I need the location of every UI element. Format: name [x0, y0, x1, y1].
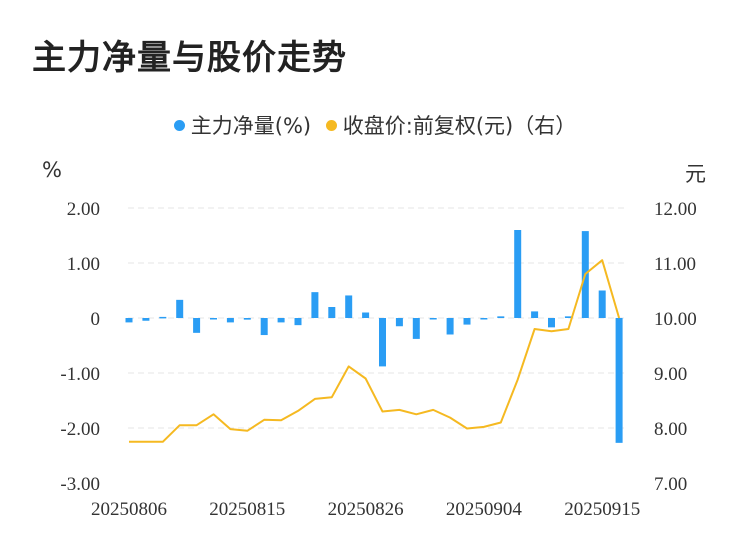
left-tick-label: 0 — [91, 309, 101, 330]
bar — [514, 230, 522, 318]
x-tick-label: 20250815 — [209, 499, 285, 520]
bar — [564, 316, 572, 318]
bar — [193, 318, 201, 333]
left-tick-label: -3.00 — [60, 474, 100, 495]
right-tick-label: 11.00 — [654, 254, 696, 275]
bar — [412, 318, 420, 339]
right-tick-label: 10.00 — [654, 309, 697, 330]
bar — [311, 292, 319, 318]
x-tick-label: 20250915 — [564, 499, 640, 520]
bar — [362, 312, 370, 318]
left-axis-unit: % — [42, 158, 62, 182]
left-tick-label: 1.00 — [67, 254, 100, 275]
bar — [243, 318, 251, 320]
legend-dot-blue — [173, 119, 185, 131]
right-tick-label: 7.00 — [654, 474, 687, 495]
left-tick-label: -1.00 — [60, 364, 100, 385]
legend-item-close-price[interactable]: 收盘价:前复权(元)（右） — [325, 110, 577, 140]
bar — [260, 318, 268, 336]
bar — [328, 307, 336, 318]
bar — [379, 318, 386, 367]
bar — [598, 290, 606, 318]
left-tick-label: 2.00 — [67, 199, 100, 220]
bar — [226, 318, 234, 323]
x-tick-label: 20250806 — [91, 499, 167, 520]
price-line — [129, 259, 621, 443]
bar — [176, 299, 184, 318]
bar — [277, 318, 285, 323]
bar — [497, 316, 505, 318]
bar — [395, 318, 403, 327]
bar — [294, 318, 302, 326]
legend: 主力净量(%) 收盘价:前复权(元)（右） — [0, 110, 750, 140]
legend-label-close-price: 收盘价:前复权(元)（右） — [342, 114, 577, 138]
bar — [615, 318, 623, 443]
right-tick-label: 8.00 — [654, 419, 687, 440]
chart-title: 主力净量与股价走势 — [32, 38, 347, 78]
right-tick-label: 12.00 — [654, 199, 697, 220]
bar — [548, 318, 555, 328]
bar — [142, 318, 150, 321]
legend-item-net-volume[interactable]: 主力净量(%) — [173, 110, 312, 140]
bar — [159, 316, 167, 319]
left-tick-label: -2.00 — [60, 419, 100, 440]
bar — [345, 295, 353, 318]
bar — [446, 318, 454, 335]
right-axis-unit: 元 — [685, 162, 706, 186]
bar — [125, 318, 133, 323]
x-tick-label: 20250826 — [328, 499, 404, 520]
x-tick-label: 20250904 — [446, 499, 523, 520]
legend-label-net-volume: 主力净量(%) — [190, 114, 312, 138]
bar — [429, 318, 437, 320]
bar — [210, 318, 217, 320]
bar — [463, 318, 471, 325]
bar — [480, 318, 488, 320]
bar — [531, 311, 539, 318]
legend-dot-yellow — [325, 119, 337, 131]
right-tick-label: 9.00 — [654, 364, 687, 385]
